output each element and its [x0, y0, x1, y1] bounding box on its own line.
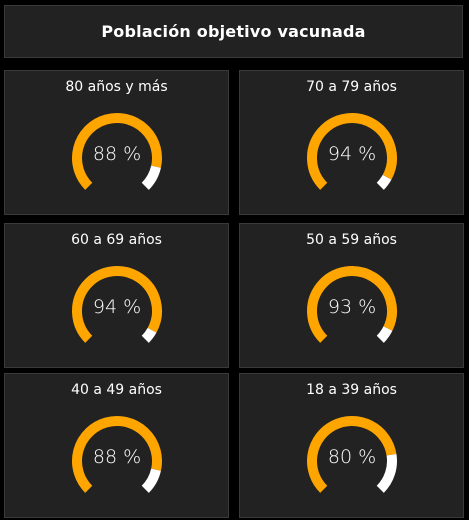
gauge-remainder-arc	[376, 453, 397, 493]
gauge-fill-arc	[72, 113, 162, 190]
card-label: 80 años y más	[65, 79, 168, 95]
gauge-remainder-arc	[141, 468, 161, 493]
gauge-chart	[307, 266, 397, 343]
gauge-card-40-49: 40 a 49 años 88 %	[4, 373, 229, 518]
gauge-fill-arc	[72, 266, 162, 343]
gauge-chart	[307, 113, 397, 190]
card-label: 40 a 49 años	[71, 382, 162, 398]
gauge: 88 %	[62, 111, 172, 211]
gauge-fill-arc	[307, 416, 397, 493]
gauge-fill-arc	[307, 113, 397, 190]
gauge-card-80-plus: 80 años y más 88 %	[4, 70, 229, 215]
gauge: 80 %	[297, 414, 407, 514]
gauge-value: 93 %	[327, 296, 377, 318]
gauge-remainder-arc	[376, 326, 393, 343]
gauge-card-18-39: 18 a 39 años 80 %	[239, 373, 464, 518]
dashboard-header: Población objetivo vacunada	[4, 5, 463, 58]
gauge-value: 94 %	[327, 143, 377, 165]
gauge-value: 80 %	[327, 446, 377, 468]
gauge-value: 94 %	[92, 296, 142, 318]
gauge-chart	[72, 266, 162, 343]
gauge-card-50-59: 50 a 59 años 93 %	[239, 223, 464, 368]
gauge-remainder-arc	[376, 174, 392, 190]
card-label: 50 a 59 años	[306, 232, 397, 248]
gauge: 93 %	[297, 264, 407, 364]
card-label: 70 a 79 años	[306, 79, 397, 95]
gauge-remainder-arc	[141, 165, 161, 190]
gauge-chart	[307, 416, 397, 493]
card-label: 18 a 39 años	[306, 382, 397, 398]
gauge: 88 %	[62, 414, 172, 514]
gauge: 94 %	[62, 264, 172, 364]
gauge-fill-arc	[307, 266, 397, 343]
gauge-chart	[72, 416, 162, 493]
gauge-value: 88 %	[92, 143, 142, 165]
gauge-remainder-arc	[141, 327, 157, 343]
card-label: 60 a 69 años	[71, 232, 162, 248]
gauge-card-70-79: 70 a 79 años 94 %	[239, 70, 464, 215]
gauge: 94 %	[297, 111, 407, 211]
gauge-card-60-69: 60 a 69 años 94 %	[4, 223, 229, 368]
gauge-value: 88 %	[92, 446, 142, 468]
gauge-chart	[72, 113, 162, 190]
page-title: Población objetivo vacunada	[101, 22, 366, 41]
gauge-fill-arc	[72, 416, 162, 493]
